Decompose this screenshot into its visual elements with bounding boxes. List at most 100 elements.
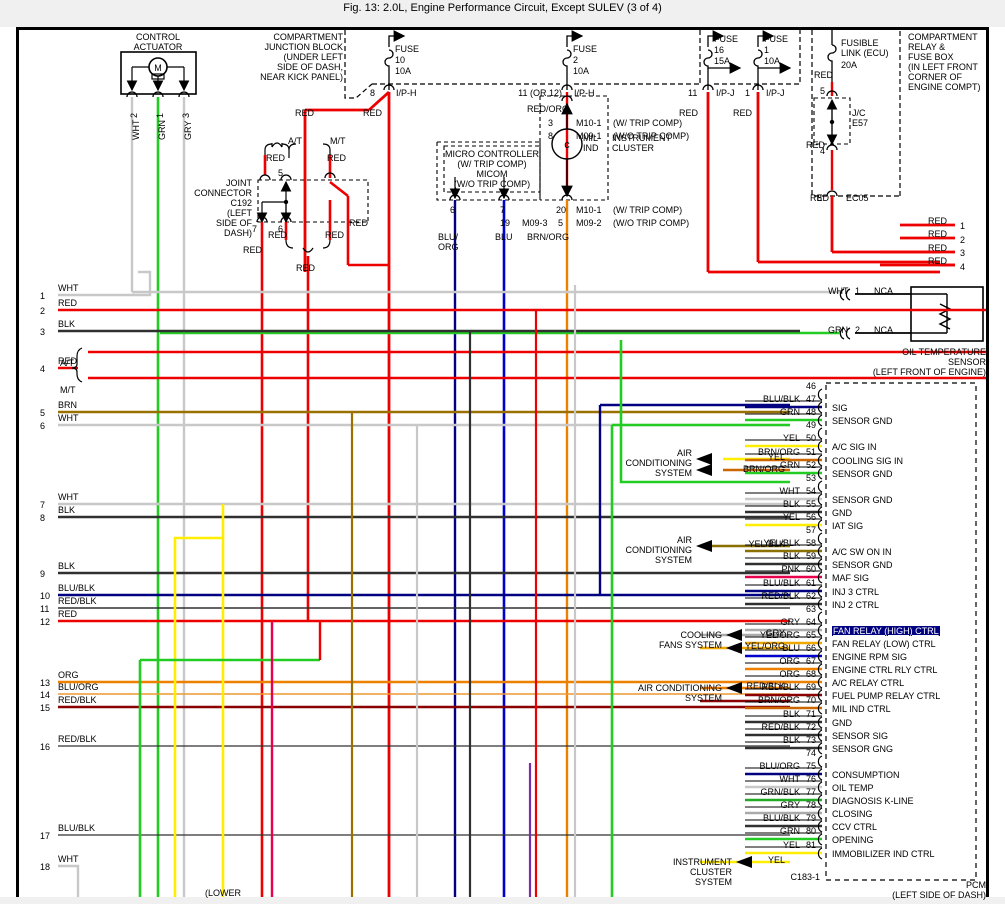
cluster-note-wo-trip-top: (W/O TRIP COMP) <box>613 131 690 141</box>
pcm-pin-color-79: BLU/BLK <box>762 813 800 823</box>
callout-wire-yel-1: YEL <box>767 452 785 462</box>
cluster-ref-m10-1-top: M10-1 <box>576 118 602 128</box>
pcm-pin-color-47: BLU/BLK <box>762 394 800 404</box>
pcm-pin-color-56: YEL <box>782 512 800 522</box>
red-label-jc-right: RED <box>325 230 345 240</box>
pcm-pin-function-69: FUEL PUMP RELAY CTRL <box>832 691 941 701</box>
pcm-pin-color-54: WHT <box>779 486 801 496</box>
red-label-ipj1: RED <box>679 108 699 118</box>
pcm-pin-color-60: PNK <box>781 564 800 574</box>
blu-org-label: BLU/ ORG <box>438 232 459 252</box>
red-label-jc6: RED <box>268 230 288 240</box>
joint-connector-pin-7: 7 <box>252 224 258 234</box>
callout-air-conditioning-3: AIR CONDITIONING SYSTEM <box>637 683 722 703</box>
svg-text:c: c <box>564 139 570 151</box>
pcm-pin-color-72: RED/BLK <box>761 722 800 732</box>
left-pin-number-4: 4 <box>40 364 46 374</box>
pcm-pin-color-80: GRN <box>780 826 800 836</box>
left-pin-number-9: 9 <box>40 569 46 579</box>
left-pin-number-12: 12 <box>40 617 51 627</box>
pcm-pin-function-80: OPENING <box>832 835 874 845</box>
left-pin-number-6: 6 <box>40 421 46 431</box>
pcm-pin-function-66: ENGINE RPM SIG <box>832 652 908 662</box>
left-pin-number-7: 7 <box>40 500 46 510</box>
pcm-pin-color-65: YEL/ORG <box>759 630 800 640</box>
pcm-pin-color-77: GRN/BLK <box>760 787 800 797</box>
pcm-pin-function-64[interactable]: FAN RELAY (HIGH) CTRL <box>832 626 940 636</box>
micom-pin-20: 20 <box>556 205 567 215</box>
red-label-jb-right: RED <box>363 108 383 118</box>
pcm-pin-function-72: SENSOR SIG <box>832 731 889 741</box>
fuse-10-pin: 8 <box>370 88 376 98</box>
left-pin-number-14: 14 <box>40 690 51 700</box>
frame-right <box>986 27 989 897</box>
fusible-link-label: FUSIBLE LINK (ECU) <box>841 38 889 58</box>
pcm-pin-number-74: 74 <box>806 748 817 758</box>
callout-instrument-cluster: INSTRUMENT CLUSTER SYSTEM <box>673 857 732 887</box>
pcm-pin-function-48: SENSOR GND <box>832 416 893 426</box>
red-label-jc7: RED <box>243 245 263 255</box>
pcm-pin-function-62: INJ 2 CTRL <box>832 600 880 610</box>
oil-temp-pin-2: 2 <box>855 325 861 335</box>
right-red-3: RED <box>928 243 948 253</box>
pcm-label: PCM (LEFT SIDE OF DASH) <box>892 880 986 900</box>
joint-connector-pin-5: 5 <box>278 168 284 178</box>
pcm-pin-color-67: ORG <box>779 656 800 666</box>
left-pin-color-16: RED/BLK <box>58 734 97 744</box>
pcm-pin-number-58: 58 <box>806 538 817 548</box>
jc-e57-pin-bottom: 4 <box>820 146 826 156</box>
red-label-branch: RED <box>349 218 369 228</box>
callout-wire-yel-org: YEL/ORG <box>744 641 785 651</box>
pcm-pin-function-50: A/C SIG IN <box>832 442 877 452</box>
pcm-pin-function-70: MIL IND CTRL <box>832 704 891 714</box>
pcm-pin-color-48: GRN <box>780 407 800 417</box>
pcm-pin-number-56: 56 <box>806 512 817 522</box>
pcm-pin-number-51: 51 <box>806 447 817 457</box>
left-pin-number-3: 3 <box>40 327 46 337</box>
red-label-fl-bot: RED <box>806 140 826 150</box>
joint-connector-pin-6: 6 <box>278 224 284 234</box>
right-red-4: RED <box>928 256 948 266</box>
pcm-pin-function-59: SENSOR GND <box>832 560 893 570</box>
pcm-pin-function-61: INJ 3 CTRL <box>832 587 880 597</box>
pcm-pin-color-73: BLK <box>782 735 800 745</box>
fuse-2-pin: 11 (OR 12) <box>518 88 562 98</box>
left-pin-color-15: RED/BLK <box>58 695 97 705</box>
red-label-fl-top: RED <box>814 70 834 80</box>
control-actuator-label: CONTROL ACTUATOR <box>133 32 183 52</box>
callout-wire-gry: GRY <box>765 628 785 638</box>
oil-temp-nca-1: NCA <box>874 286 894 296</box>
left-pin-number-8: 8 <box>40 513 46 523</box>
oil-temp-grn-color: GRN <box>828 325 848 335</box>
pcm-pin-number-64: 64 <box>806 617 817 627</box>
left-pin-color-12: RED <box>58 609 78 619</box>
blu-label: BLU <box>495 232 513 242</box>
fuse-10-rating: 10A <box>395 66 412 76</box>
pcm-pin-function-79: CCV CTRL <box>832 822 878 832</box>
pcm-pin-function-78: CLOSING <box>832 809 873 819</box>
pcm-pin-color-59: BLK <box>782 551 800 561</box>
callout-wire-brn-org: BRN/ORG <box>742 464 785 474</box>
fusible-link-rating: 20A <box>841 60 858 70</box>
pcm-pin-function-54: SENSOR GND <box>832 495 893 505</box>
left-pin-number-1: 1 <box>40 291 46 301</box>
pcm-pin-function-52: SENSOR GND <box>832 469 893 479</box>
left-pin-color-8: BLK <box>58 505 76 515</box>
pcm-pin-color-52: GRN <box>780 460 800 470</box>
pcm-pin-number-49: 49 <box>806 420 817 430</box>
cluster-ref-m10-1-bot: M10-1 <box>576 205 602 215</box>
fuse-10-number: 10 <box>395 55 406 65</box>
oil-temp-nca-2: NCA <box>874 325 894 335</box>
fuse-10-label: FUSE <box>395 44 420 54</box>
red-label-ec05: RED <box>810 193 830 203</box>
red-label-at: RED <box>266 153 286 163</box>
pcm-pin-number-81: 81 <box>806 840 817 850</box>
connector-ip-h-1: I/P-H <box>396 88 417 98</box>
fuse-16-rating: 15A <box>714 56 731 66</box>
left-pin-color-18: WHT <box>58 854 79 864</box>
fuse-16-number: 16 <box>714 45 725 55</box>
pcm-pin-function-71: GND <box>832 718 852 728</box>
left-pin-number-2: 2 <box>40 306 46 316</box>
pcm-pin-number-67: 67 <box>806 656 817 666</box>
